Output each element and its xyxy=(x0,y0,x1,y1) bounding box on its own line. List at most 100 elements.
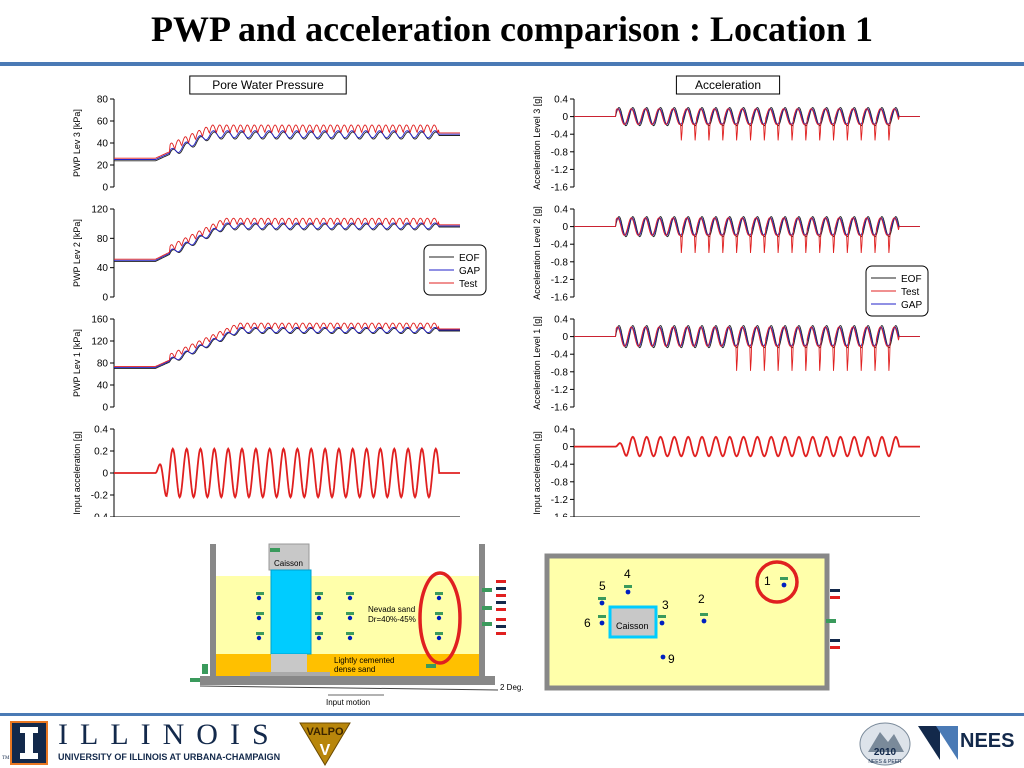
title-divider xyxy=(0,62,1024,66)
y-tick-label: 40 xyxy=(97,381,109,392)
container-wall-right xyxy=(479,544,485,684)
y-tick-label: -1.2 xyxy=(551,495,569,506)
page-title: PWP and acceleration comparison : Locati… xyxy=(151,9,873,49)
chart-title: Pore Water Pressure xyxy=(212,78,324,92)
y-tick-label: 0.4 xyxy=(554,315,568,326)
y-axis-label: PWP Lev 3 [kPa] xyxy=(72,109,82,177)
legend-label: Test xyxy=(901,287,920,298)
series-gap-line xyxy=(114,222,460,261)
y-tick-label: 20 xyxy=(97,161,109,172)
nees-peer-logo: 2010 NEES & PEER xyxy=(859,722,911,766)
caisson-footing xyxy=(250,672,330,676)
base-label-1: Lightly cemented xyxy=(334,656,394,665)
y-tick-label: 0.2 xyxy=(94,447,108,458)
y-tick-label: -1.6 xyxy=(551,183,569,194)
footer-divider xyxy=(0,713,1024,716)
y-tick-label: 60 xyxy=(97,117,109,128)
y-tick-label: 120 xyxy=(91,337,108,348)
chart-title-box: Acceleration xyxy=(675,75,781,95)
svg-text:VALPO: VALPO xyxy=(306,726,344,738)
panel-1: 0 20 40 60 80 PWP Lev 3 [kPa] xyxy=(72,95,460,194)
y-tick-label: 40 xyxy=(97,139,109,150)
sensor-array xyxy=(190,548,492,682)
y-tick-label: 0 xyxy=(562,222,568,233)
y-tick-label: -1.2 xyxy=(551,385,569,396)
y-tick-label: -0.8 xyxy=(551,257,569,268)
y-axis-label: Input acceleration [g] xyxy=(532,431,542,515)
y-tick-label: 40 xyxy=(97,263,109,274)
y-tick-label: 0.4 xyxy=(554,425,568,436)
caisson-label: Caisson xyxy=(274,559,303,568)
chart-title: Acceleration xyxy=(695,78,761,92)
svg-text:NEES & PEER: NEES & PEER xyxy=(868,759,902,765)
plan-view-diagram: Caisson 4 5 6 3 2 9 1 xyxy=(544,553,840,691)
y-tick-label: 80 xyxy=(97,359,109,370)
y-tick-label: -1.6 xyxy=(551,513,569,518)
series-test-line xyxy=(574,217,920,254)
y-tick-label: 0.4 xyxy=(554,95,568,106)
location-highlight-ellipse xyxy=(418,571,462,665)
plan-location-3: 3 xyxy=(662,598,669,612)
plan-accelerometer-markers xyxy=(826,589,840,649)
valpo-logo: VALPO V xyxy=(299,722,351,766)
panel-2: 0.4 0 -0.4 -0.8 -1.2 -1.6 Acceleration Level 2… xyxy=(532,205,920,304)
series-test-line xyxy=(574,435,920,458)
plan-location-1: 1 xyxy=(764,574,771,588)
plan-caisson xyxy=(608,605,658,639)
y-tick-label: 80 xyxy=(97,234,109,245)
series-gap-line xyxy=(114,326,460,368)
input-motion-label: Input motion xyxy=(326,698,370,707)
container-wall-left xyxy=(210,544,216,684)
chart-legend: EOF Test GAP xyxy=(865,265,929,317)
side-view-diagram: Caisson Nevada sand Dr=40%-45% Lightly c… xyxy=(190,543,524,707)
y-tick-label: 0 xyxy=(562,442,568,453)
y-tick-label: -0.4 xyxy=(551,130,569,141)
y-tick-label: -0.8 xyxy=(551,477,569,488)
plan-location-9: 9 xyxy=(668,652,675,666)
accelerometer-markers xyxy=(496,580,506,635)
y-tick-label: -1.2 xyxy=(551,165,569,176)
y-tick-label: -0.4 xyxy=(551,460,569,471)
y-tick-label: -0.4 xyxy=(551,240,569,251)
plan-caisson-label: Caisson xyxy=(616,621,649,631)
series-test-line xyxy=(114,447,460,499)
y-tick-label: -0.4 xyxy=(551,350,569,361)
illinois-block-i-logo xyxy=(10,721,48,765)
series-eof-line xyxy=(114,131,460,162)
y-axis-label: Acceleration Level 1 [g] xyxy=(532,316,542,410)
y-tick-label: 0 xyxy=(102,293,108,304)
series-eof-line xyxy=(114,223,460,262)
container-base xyxy=(200,676,495,685)
slope-label: 2 Deg. xyxy=(500,683,524,692)
nees-wordmark: NEES xyxy=(960,730,1015,752)
y-axis-label: PWP Lev 1 [kPa] xyxy=(72,329,82,397)
y-tick-label: 80 xyxy=(97,95,109,106)
series-test-line xyxy=(574,108,920,141)
y-tick-label: 0 xyxy=(102,403,108,414)
svg-text:V: V xyxy=(320,742,331,759)
y-tick-label: 160 xyxy=(91,315,108,326)
chart-title-box: Pore Water Pressure xyxy=(189,75,347,95)
panel-3: 0.4 0 -0.4 -0.8 -1.2 -1.6 Acceleration Level 1… xyxy=(532,315,920,414)
y-tick-label: -1.6 xyxy=(551,403,569,414)
y-axis-label: Input acceleration [g] xyxy=(72,431,82,515)
y-tick-label: 0 xyxy=(102,469,108,480)
plan-location-6: 6 xyxy=(584,616,591,630)
legend-label: GAP xyxy=(901,300,922,311)
panel-4: 0.4 0 -0.4 -0.8 -1.2 -1.6 Input acceleration [… xyxy=(532,425,920,518)
sand-label-1: Nevada sand xyxy=(368,605,415,614)
y-tick-label: 0.4 xyxy=(554,205,568,216)
y-axis-label: Acceleration Level 2 [g] xyxy=(532,206,542,300)
y-axis-label: Acceleration Level 3 [g] xyxy=(532,96,542,190)
series-test-line xyxy=(114,124,460,159)
tm-mark: TM xyxy=(2,756,10,761)
illinois-subtitle: UNIVERSITY OF ILLINOIS AT URBANA-CHAMPAI… xyxy=(58,752,281,762)
y-tick-label: 0 xyxy=(562,332,568,343)
y-tick-label: 0 xyxy=(102,183,108,194)
legend-label: GAP xyxy=(459,266,480,277)
plan-location-2: 2 xyxy=(698,592,705,606)
y-tick-label: -0.8 xyxy=(551,367,569,378)
y-tick-label: -0.4 xyxy=(91,513,109,518)
panel-2: 0 40 80 120 PWP Lev 2 [kPa] xyxy=(72,205,460,304)
